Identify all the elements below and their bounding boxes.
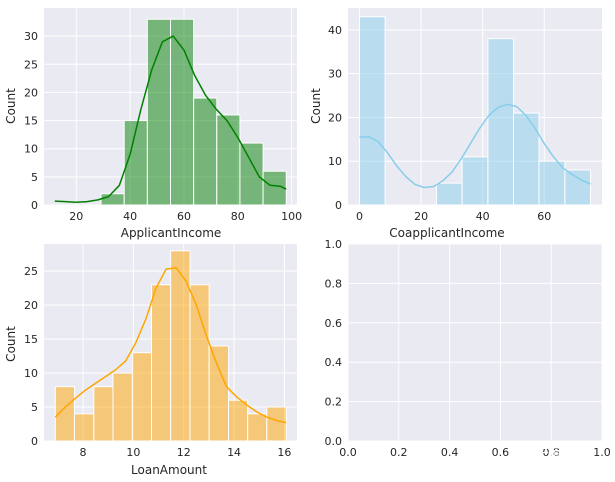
y-tick-label: 1.0 bbox=[325, 238, 343, 251]
histogram-bar bbox=[266, 406, 287, 442]
x-tick-label: 0.2 bbox=[390, 446, 408, 459]
plot-layer: 0.0 0.2 0.4 0.6 0.8 1.0 0.0 0.2 0.4 0.6 0.8 1.0 bbox=[325, 238, 611, 459]
y-tick-label: 15 bbox=[24, 333, 38, 346]
y-tick-label: 0.6 bbox=[325, 317, 343, 330]
x-tick-label: 40 bbox=[123, 210, 137, 223]
y-tick-label: 30 bbox=[328, 68, 342, 81]
x-axis-label: CoapplicantIncome bbox=[389, 226, 504, 240]
y-tick-label: 0.8 bbox=[325, 277, 343, 290]
watermark: 无丽小屋 bbox=[512, 444, 591, 463]
x-tick-label: 12 bbox=[177, 446, 191, 459]
kde-curve bbox=[54, 267, 287, 424]
y-tick-label: 20 bbox=[328, 111, 342, 124]
y-axis-label: Count bbox=[4, 88, 18, 124]
y-tick-label: 40 bbox=[328, 24, 342, 37]
x-tick-label: 1.0 bbox=[593, 446, 611, 459]
histogram-bar bbox=[93, 386, 114, 442]
histogram-bar bbox=[512, 112, 540, 206]
histogram-bar bbox=[247, 413, 268, 442]
plot-layer: 20 40 60 80 100 0 5 10 15 20 25 30 bbox=[24, 8, 302, 223]
chat-bubble-icon bbox=[512, 444, 530, 462]
y-tick-label: 0.2 bbox=[325, 396, 343, 409]
x-tick-label: 60 bbox=[177, 210, 191, 223]
x-tick-label: 0.0 bbox=[339, 446, 357, 459]
x-tick-label: 40 bbox=[476, 210, 490, 223]
y-tick-label: 25 bbox=[24, 265, 38, 278]
histogram-bar bbox=[436, 182, 463, 206]
histogram-bar bbox=[208, 345, 230, 442]
histogram-bar bbox=[239, 142, 264, 206]
y-tick-label: 20 bbox=[24, 86, 38, 99]
histogram-coapplicant-income: 0 20 40 60 0 10 20 30 40 CoapplicantIncome Count bbox=[309, 8, 602, 240]
y-tick-label: 15 bbox=[24, 115, 38, 128]
histogram-bar bbox=[100, 193, 125, 206]
histogram-bar bbox=[262, 170, 287, 206]
histogram-bar bbox=[146, 18, 172, 206]
histogram-bar bbox=[461, 156, 489, 206]
histogram-bar bbox=[189, 284, 210, 442]
kde-curve bbox=[359, 103, 591, 189]
plot-background bbox=[348, 244, 602, 441]
x-tick-label: 0.8 bbox=[542, 446, 560, 459]
histogram-loan-amount: 8 10 12 14 16 0 5 10 15 20 25 LoanAmount Count bbox=[4, 244, 297, 477]
y-tick-label: 25 bbox=[24, 58, 38, 71]
y-axis-label: Count bbox=[309, 88, 323, 124]
y-tick-label: 10 bbox=[24, 143, 38, 156]
y-tick-label: 0.4 bbox=[325, 356, 343, 369]
x-tick-label: 0.6 bbox=[492, 446, 510, 459]
y-tick-label: 0 bbox=[335, 199, 342, 212]
x-axis-label: LoanAmount bbox=[131, 463, 207, 477]
x-tick-label: 0 bbox=[356, 210, 363, 223]
empty-axes: 0.0 0.2 0.4 0.6 0.8 1.0 0.0 0.2 0.4 0.6 0.8 1.0 bbox=[325, 238, 611, 459]
kde-curve bbox=[54, 35, 287, 203]
y-tick-label: 0 bbox=[31, 199, 38, 212]
x-tick-label: 8 bbox=[80, 446, 87, 459]
x-axis-label: ApplicantIncome bbox=[121, 226, 222, 240]
histogram-bar bbox=[228, 399, 249, 442]
y-tick-label: 10 bbox=[328, 155, 342, 168]
x-tick-label: 14 bbox=[227, 446, 241, 459]
histogram-bar bbox=[216, 114, 241, 206]
histogram-bar bbox=[538, 160, 566, 206]
histogram-bar bbox=[112, 372, 133, 442]
y-axis-label: Count bbox=[4, 326, 18, 362]
x-tick-label: 0.4 bbox=[441, 446, 459, 459]
x-tick-label: 10 bbox=[126, 446, 140, 459]
watermark-text: 无丽小屋 bbox=[535, 447, 591, 463]
histogram-bar bbox=[487, 38, 514, 206]
x-tick-label: 80 bbox=[231, 210, 245, 223]
y-tick-label: 20 bbox=[24, 299, 38, 312]
y-tick-label: 0 bbox=[31, 435, 38, 448]
histogram-bar bbox=[359, 16, 386, 206]
histogram-bar bbox=[564, 169, 591, 206]
x-tick-label: 100 bbox=[281, 210, 302, 223]
histogram-bar bbox=[131, 352, 152, 442]
histogram-bar bbox=[73, 413, 95, 442]
y-tick-label: 10 bbox=[24, 367, 38, 380]
histogram-bar bbox=[150, 284, 172, 442]
x-tick-label: 16 bbox=[277, 446, 291, 459]
x-tick-label: 20 bbox=[69, 210, 83, 223]
y-tick-label: 5 bbox=[31, 401, 38, 414]
histogram-bar bbox=[193, 97, 218, 206]
x-tick-label: 60 bbox=[537, 210, 551, 223]
x-tick-label: 20 bbox=[414, 210, 428, 223]
y-tick-label: 30 bbox=[24, 30, 38, 43]
plot-layer: 8 10 12 14 16 0 5 10 15 20 25 bbox=[24, 244, 297, 459]
y-tick-label: 0.0 bbox=[325, 435, 343, 448]
y-tick-label: 5 bbox=[31, 171, 38, 184]
histogram-bar bbox=[170, 250, 191, 442]
plot-layer: 0 20 40 60 0 10 20 30 40 bbox=[328, 8, 602, 223]
